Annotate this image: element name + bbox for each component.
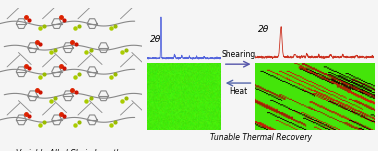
- Text: Shearing: Shearing: [221, 50, 255, 59]
- Text: Tunable Thermal Recovery: Tunable Thermal Recovery: [210, 133, 312, 142]
- Text: Heat: Heat: [229, 87, 247, 96]
- Text: Variable Alkyl Chain Lengths: Variable Alkyl Chain Lengths: [16, 149, 125, 151]
- Text: 2θ: 2θ: [257, 25, 269, 34]
- Text: 2θ: 2θ: [150, 35, 161, 44]
